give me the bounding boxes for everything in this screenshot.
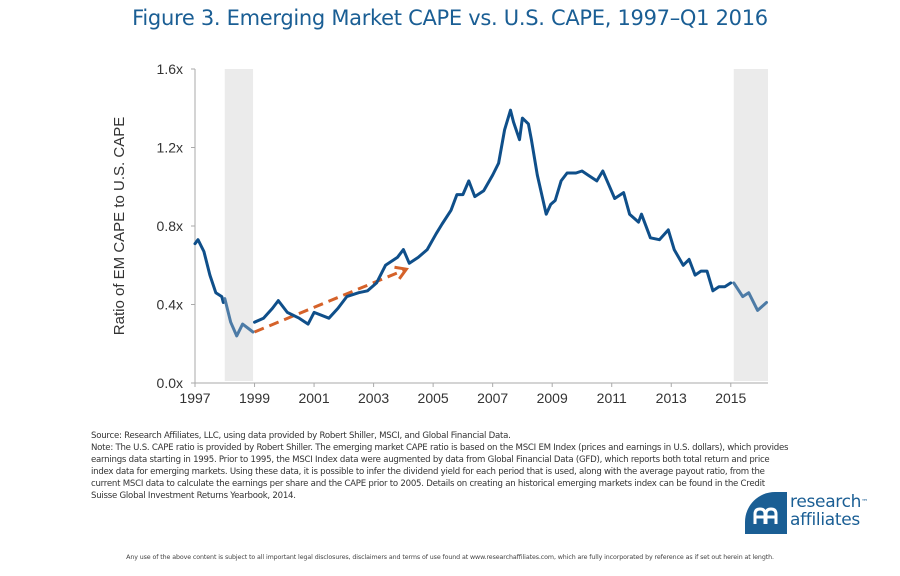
logo-line2: affiliates	[790, 510, 860, 530]
x-tick-label: 2013	[656, 390, 687, 406]
methodology-note: Note: The U.S. CAPE ratio is provided by…	[91, 443, 789, 502]
x-tick-label: 2009	[537, 390, 568, 406]
source-note: Source: Research Affiliates, LLC, using …	[91, 431, 511, 441]
series-lines	[193, 108, 768, 338]
series-line-segment-2	[253, 108, 733, 326]
logo-wordmark: research™ affiliates	[790, 493, 868, 529]
legal-disclaimer: Any use of the above content is subject …	[126, 554, 774, 561]
x-tick-label: 1999	[239, 390, 270, 406]
research-affiliates-logo: research™ affiliates	[745, 492, 875, 534]
trend-arrow-head	[394, 265, 409, 280]
chart-area: 0.0x 0.4x 0.8x 1.2x 1.6x 1997 1999 2001 2003 2005…	[111, 61, 768, 406]
series-line-segment-1	[223, 297, 255, 338]
x-tick-label: 2005	[418, 390, 449, 406]
axes	[191, 68, 768, 387]
trend-arrow	[253, 265, 409, 334]
x-tick-label: 2001	[298, 390, 329, 406]
x-tick-label: 2003	[358, 390, 389, 406]
y-tick-label: 0.8x	[157, 218, 183, 234]
y-axis-title: Ratio of EM CAPE to U.S. CAPE	[111, 117, 128, 335]
x-tick-label: 1997	[179, 390, 210, 406]
chart-title: Figure 3. Emerging Market CAPE vs. U.S. …	[132, 6, 768, 30]
shaded-periods	[224, 69, 768, 381]
shaded-period-1	[733, 69, 768, 381]
ra-monogram-icon	[745, 492, 787, 534]
y-tick-label: 0.4x	[157, 297, 183, 313]
y-tick-label: 0.0x	[157, 375, 183, 391]
x-tick-label: 2007	[477, 390, 508, 406]
trend-arrow-line	[253, 267, 407, 334]
y-tick-label: 1.6x	[157, 61, 183, 77]
logo-line1: research	[790, 492, 862, 512]
series-line-segment-0	[193, 238, 225, 304]
x-tick-label: 2015	[715, 390, 746, 406]
x-tick-label: 2011	[597, 390, 627, 406]
series-line-segment-3	[732, 281, 768, 312]
tick-labels: 0.0x 0.4x 0.8x 1.2x 1.6x 1997 1999 2001 2003 2005…	[157, 61, 747, 406]
trademark: ™	[861, 498, 868, 506]
y-tick-label: 1.2x	[157, 140, 183, 156]
notes-block: Source: Research Affiliates, LLC, using …	[91, 430, 791, 503]
